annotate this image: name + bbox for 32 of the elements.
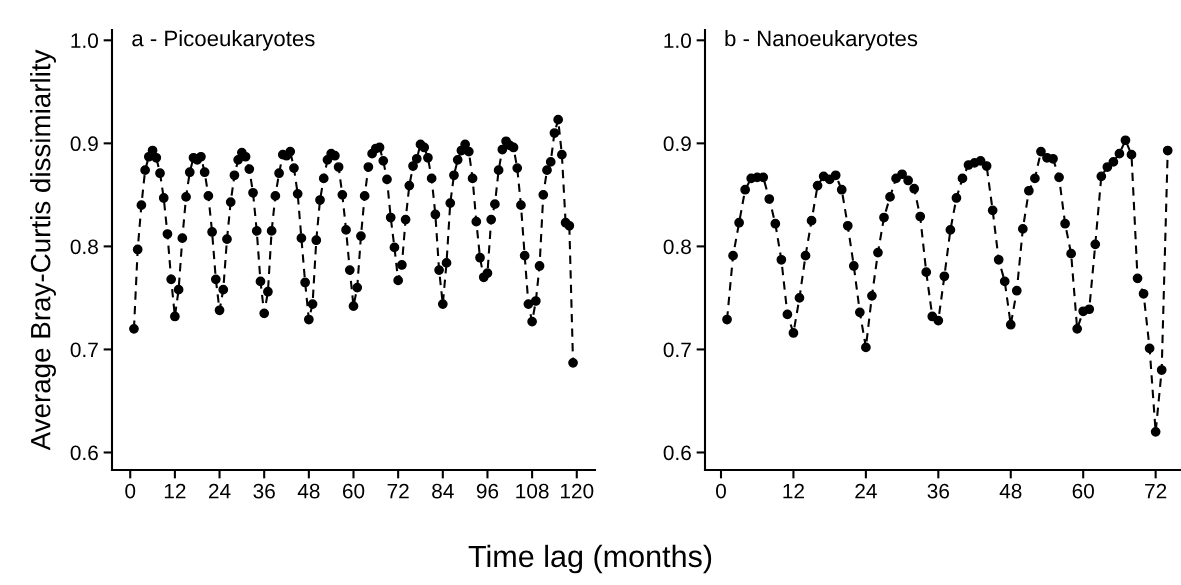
- x-tick-label: 108: [516, 483, 549, 499]
- x-tick-label: 96: [476, 483, 499, 499]
- y-tick-label: 0.9: [663, 136, 691, 152]
- y-tick-label: 1.0: [71, 33, 98, 49]
- x-tick-label: 12: [164, 483, 186, 499]
- x-tick-label: 36: [927, 483, 949, 499]
- x-tick-label: 120: [560, 483, 594, 499]
- x-tick-label: 24: [855, 483, 877, 499]
- y-tick-label: 0.7: [663, 342, 691, 358]
- y-tick-label: 0.7: [70, 342, 98, 358]
- x-tick-label: 36: [253, 483, 275, 499]
- x-axis-title: Time lag (months): [468, 544, 712, 574]
- y-axis-title: Average Bray-Curtis dissimiarlity: [30, 49, 56, 451]
- x-tick-label: 84: [432, 483, 454, 499]
- x-tick-label: 24: [209, 483, 231, 499]
- x-tick-label: 12: [783, 483, 804, 499]
- x-tick-label: 0: [125, 483, 136, 499]
- chart-title: a - Picoeukaryotes: [132, 30, 315, 51]
- y-tick-label: 0.6: [663, 445, 691, 461]
- x-tick-label: 0: [716, 483, 726, 499]
- x-tick-label: 48: [999, 483, 1022, 499]
- y-tick-label: 0.8: [663, 239, 691, 255]
- x-tick-label: 60: [342, 483, 365, 499]
- y-tick-label: 0.8: [70, 239, 98, 255]
- y-tick-label: 1.0: [664, 33, 691, 49]
- chart-title: b - Nanoeukaryotes: [725, 30, 918, 51]
- y-tick-label: 0.6: [70, 445, 98, 461]
- x-tick-label: 60: [1072, 483, 1094, 499]
- y-tick-label: 0.9: [70, 136, 98, 152]
- x-tick-label: 48: [297, 483, 320, 499]
- x-tick-label: 72: [387, 483, 409, 499]
- x-tick-label: 72: [1145, 483, 1167, 499]
